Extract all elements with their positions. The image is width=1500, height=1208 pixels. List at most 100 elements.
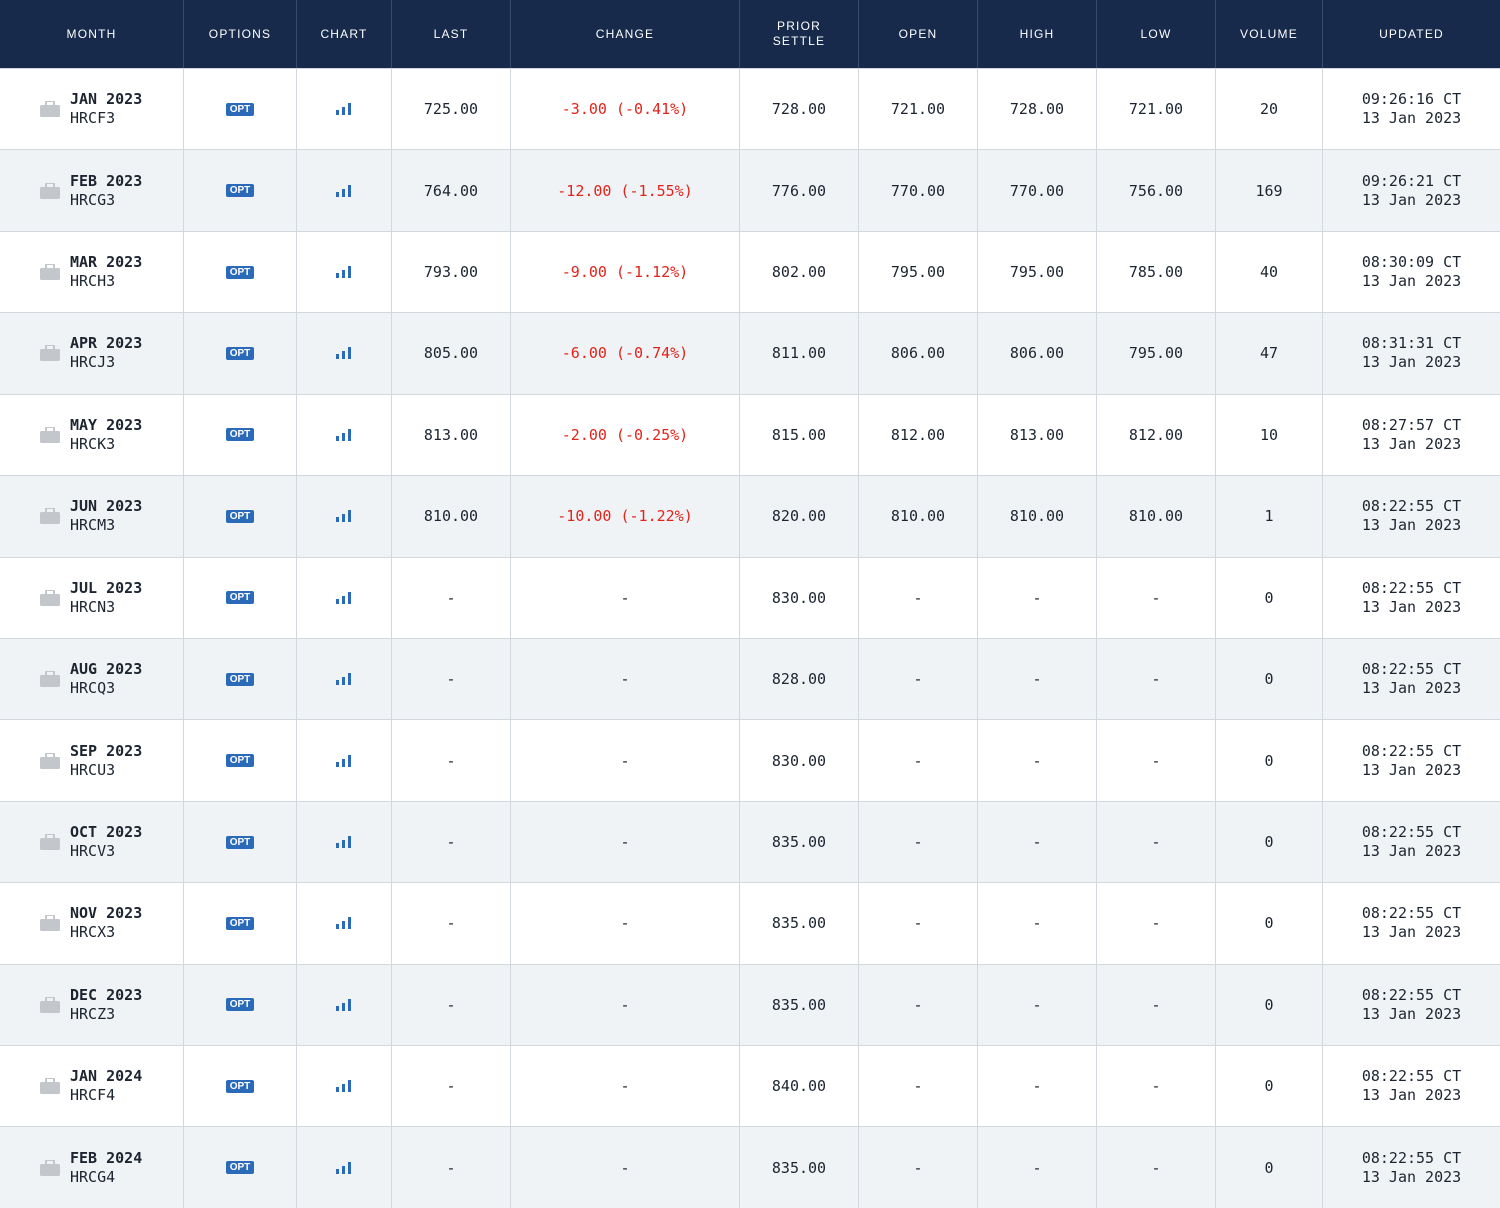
updated-date: 13 Jan 2023 xyxy=(1361,190,1462,209)
contract-code: HRCG3 xyxy=(70,190,116,209)
low-value: - xyxy=(1151,914,1161,933)
options-badge[interactable]: OPT xyxy=(225,265,255,279)
low-value: 810.00 xyxy=(1128,507,1184,526)
month-name[interactable]: APR 2023 xyxy=(70,334,143,353)
volume-cell: 0 xyxy=(1216,801,1323,883)
month-name[interactable]: JAN 2023 xyxy=(70,90,143,109)
open-value: - xyxy=(913,588,923,607)
contract-code: HRCX3 xyxy=(70,923,116,942)
chart-icon[interactable] xyxy=(336,1161,352,1174)
change-cell: - xyxy=(511,801,740,883)
prior-settle-value: 811.00 xyxy=(771,344,827,363)
updated-time: 08:22:55 CT xyxy=(1361,578,1462,597)
options-badge[interactable]: OPT xyxy=(225,102,255,116)
options-badge[interactable]: OPT xyxy=(225,754,255,768)
chart-icon[interactable] xyxy=(336,184,352,197)
contract-code: HRCN3 xyxy=(70,597,116,616)
options-badge[interactable]: OPT xyxy=(225,672,255,686)
low-value: - xyxy=(1151,751,1161,770)
last-cell: - xyxy=(392,801,511,883)
low-cell: 721.00 xyxy=(1097,69,1216,150)
month-name[interactable]: OCT 2023 xyxy=(70,823,143,841)
low-cell: - xyxy=(1097,1046,1216,1127)
updated-cell: 08:22:55 CT 13 Jan 2023 xyxy=(1323,639,1500,719)
options-badge[interactable]: OPT xyxy=(225,835,255,849)
chart-icon[interactable] xyxy=(336,347,352,360)
month-cell: SEP 2023 HRCU3 xyxy=(0,720,184,801)
updated-cell: 08:22:55 CT 13 Jan 2023 xyxy=(1323,1046,1500,1126)
options-badge[interactable]: OPT xyxy=(225,916,255,930)
chart-icon[interactable] xyxy=(336,266,352,279)
month-name[interactable]: MAY 2023 xyxy=(70,415,143,434)
chart-icon[interactable] xyxy=(336,836,352,848)
prior-settle-cell: 835.00 xyxy=(740,1127,859,1208)
chart-icon[interactable] xyxy=(336,754,352,767)
month-text: AUG 2023 HRCQ3 xyxy=(70,660,142,698)
table-row: FEB 2024 HRCG4 OPT - - 835.00 - - - 0 08:22:55 CT 1… xyxy=(0,1126,1500,1208)
prior-settle-value: 835.00 xyxy=(771,833,827,851)
briefcase-icon xyxy=(40,671,60,688)
options-badge[interactable]: OPT xyxy=(225,998,255,1012)
briefcase-icon xyxy=(40,1078,60,1095)
change-value: -10.00 (-1.22%) xyxy=(557,507,693,526)
prior-settle-value: 828.00 xyxy=(771,670,827,689)
volume-cell: 0 xyxy=(1216,883,1323,964)
updated-time: 08:22:55 CT xyxy=(1361,985,1462,1004)
high-cell: 770.00 xyxy=(978,150,1097,231)
chart-icon[interactable] xyxy=(336,998,352,1011)
options-badge[interactable]: OPT xyxy=(225,591,255,605)
options-badge[interactable]: OPT xyxy=(225,184,255,198)
month-name[interactable]: FEB 2024 xyxy=(70,1148,143,1167)
month-name[interactable]: DEC 2023 xyxy=(70,985,143,1004)
change-cell: - xyxy=(511,883,740,964)
month-name[interactable]: JUL 2023 xyxy=(70,578,143,597)
chart-icon[interactable] xyxy=(336,510,352,523)
change-cell: -12.00 (-1.55%) xyxy=(511,150,740,231)
chart-icon[interactable] xyxy=(336,428,352,441)
month-name[interactable]: JUN 2023 xyxy=(70,497,143,516)
updated-cell: 08:22:55 CT 13 Jan 2023 xyxy=(1323,476,1500,556)
month-name[interactable]: MAR 2023 xyxy=(70,253,143,272)
volume-value: 169 xyxy=(1255,181,1283,200)
low-cell: - xyxy=(1097,1127,1216,1208)
updated-time: 08:22:55 CT xyxy=(1361,904,1462,923)
header-cell: HIGH xyxy=(978,0,1097,68)
prior-settle-value: 728.00 xyxy=(771,100,827,119)
high-cell: - xyxy=(978,1127,1097,1208)
last-cell: 793.00 xyxy=(392,231,511,313)
updated-date: 13 Jan 2023 xyxy=(1361,109,1462,128)
options-badge[interactable]: OPT xyxy=(225,509,255,523)
chart-icon[interactable] xyxy=(336,917,352,930)
high-cell: 728.00 xyxy=(978,69,1097,150)
month-name[interactable]: AUG 2023 xyxy=(70,660,143,679)
options-badge[interactable]: OPT xyxy=(225,428,255,442)
prior-settle-value: 802.00 xyxy=(771,263,827,282)
month-name[interactable]: NOV 2023 xyxy=(70,904,143,923)
chart-icon[interactable] xyxy=(336,673,352,686)
high-value: - xyxy=(1032,995,1042,1014)
low-cell: 785.00 xyxy=(1097,231,1216,313)
volume-value: 47 xyxy=(1259,344,1279,363)
options-badge[interactable]: OPT xyxy=(225,1161,255,1175)
month-name[interactable]: JAN 2024 xyxy=(70,1067,143,1086)
options-badge[interactable]: OPT xyxy=(225,1079,255,1093)
chart-cell xyxy=(297,883,392,964)
chart-icon[interactable] xyxy=(336,1080,352,1093)
contract-code: HRCJ3 xyxy=(70,353,116,372)
updated-date: 13 Jan 2023 xyxy=(1361,353,1462,372)
updated-date: 13 Jan 2023 xyxy=(1361,923,1462,942)
header-cell: LAST xyxy=(392,0,511,68)
updated-time: 08:30:09 CT xyxy=(1361,253,1462,272)
volume-value: 10 xyxy=(1259,425,1279,444)
options-cell: OPT xyxy=(184,69,297,150)
chart-icon[interactable] xyxy=(336,103,352,116)
briefcase-icon xyxy=(40,834,60,850)
month-name[interactable]: FEB 2023 xyxy=(70,171,143,190)
prior-settle-cell: 835.00 xyxy=(740,801,859,883)
last-cell: - xyxy=(392,720,511,801)
last-value: - xyxy=(446,995,456,1014)
month-name[interactable]: SEP 2023 xyxy=(70,741,143,760)
options-badge[interactable]: OPT xyxy=(225,346,255,360)
volume-value: 1 xyxy=(1264,507,1274,526)
chart-icon[interactable] xyxy=(336,591,352,604)
